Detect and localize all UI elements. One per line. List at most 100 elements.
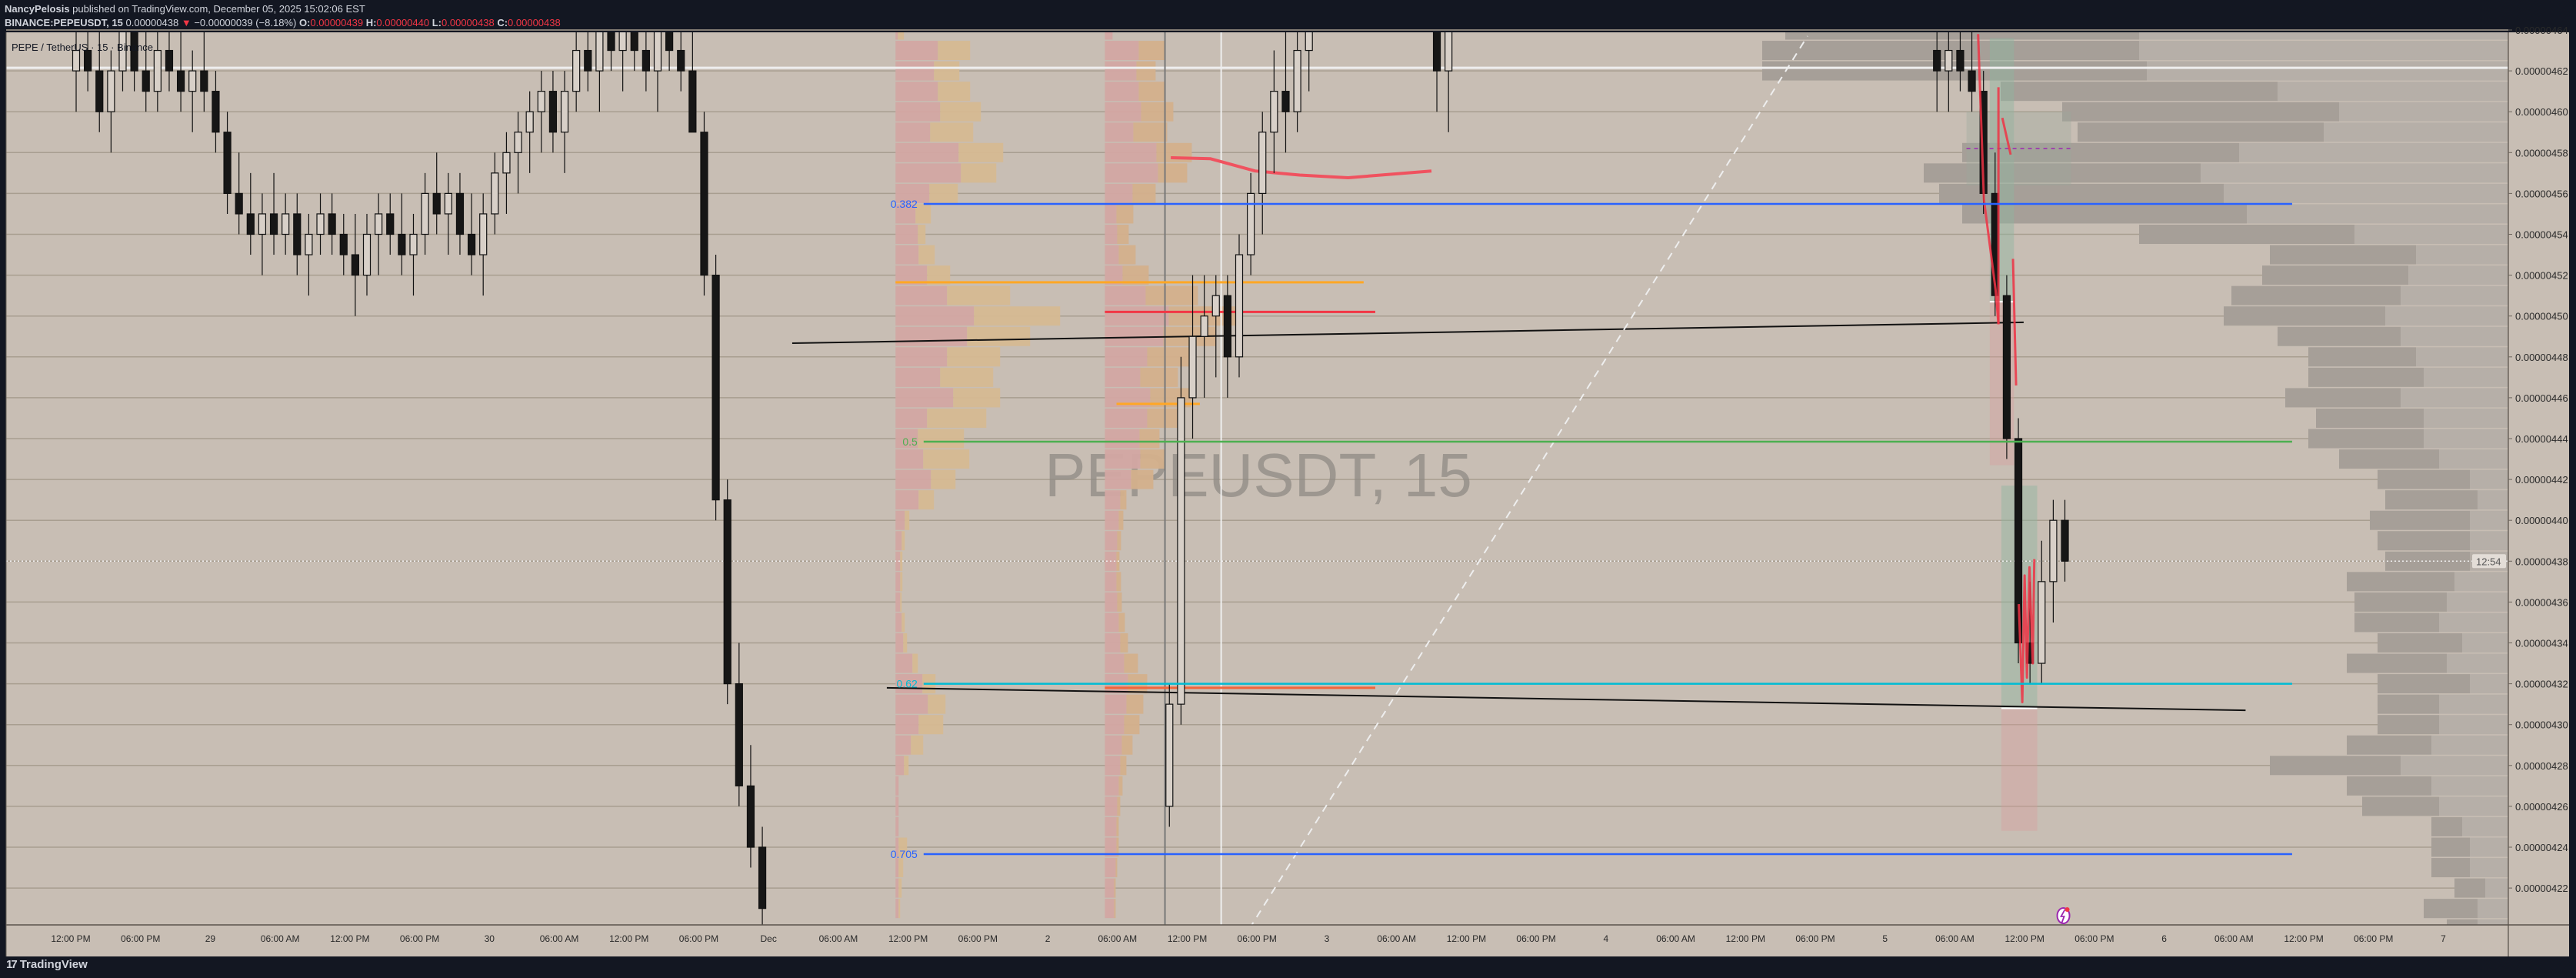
time-tick-label: 7 xyxy=(2441,933,2446,944)
time-tick-label: 06:00 AM xyxy=(819,933,858,944)
volume-profile-row xyxy=(2347,735,2431,755)
candle-down xyxy=(95,70,104,112)
candle-down xyxy=(746,785,755,848)
volume-profile-row xyxy=(1136,61,1156,81)
volume-profile-row xyxy=(1105,265,1123,285)
candle-down xyxy=(711,275,720,501)
candle-up xyxy=(618,32,627,52)
time-tick-label: 6 xyxy=(2161,933,2167,944)
volume-profile-row xyxy=(967,326,1031,346)
candle-down xyxy=(84,49,92,72)
time-tick-label: 30 xyxy=(485,933,495,944)
candle-down xyxy=(328,213,336,235)
candle-up xyxy=(72,49,81,72)
pen-strokes[interactable] xyxy=(1977,34,2036,703)
volume-profile-row xyxy=(2231,285,2401,305)
volume-profile-row xyxy=(898,32,905,40)
candle-down xyxy=(398,233,406,255)
time-tick-label: 12:00 PM xyxy=(1726,933,1765,944)
volume-profile-row xyxy=(1105,408,1148,428)
volume-profile-row xyxy=(1140,449,1165,469)
volume-profile-row xyxy=(2347,653,2447,673)
price-axis[interactable]: 0.00000464 0.00000462 0.00000460 0.00000458… xyxy=(2472,25,2568,894)
low-value: 0.00000438 xyxy=(442,17,495,28)
volume-profile-row xyxy=(2431,858,2470,878)
volume-profile-row xyxy=(1105,816,1117,836)
stop-zone-box[interactable] xyxy=(2001,708,2038,831)
candle-up xyxy=(479,213,488,255)
drawing-lines[interactable] xyxy=(6,32,2508,929)
volume-profile-row xyxy=(1139,429,1160,449)
volume-profile-row xyxy=(1105,41,1139,61)
volume-profile-row xyxy=(895,735,911,755)
volume-profile-row xyxy=(1105,694,1127,714)
volume-profile-row xyxy=(895,837,899,857)
volume-profile-row xyxy=(895,122,931,142)
candle-down xyxy=(1956,49,1964,72)
volume-profile-row xyxy=(1105,878,1115,898)
volume-profile-row xyxy=(1105,306,1169,326)
pen-stroke[interactable] xyxy=(2011,259,2018,386)
event-marker[interactable] xyxy=(2056,907,2071,924)
volume-profile-row xyxy=(2478,490,2508,510)
volume-profile-row xyxy=(1105,899,1115,919)
price-tick-label: 0.00000456 xyxy=(2515,188,2568,199)
candle-down xyxy=(548,91,558,133)
candle-up xyxy=(1445,32,1453,72)
candle-down xyxy=(386,213,395,235)
symbol-name: BINANCE:PEPEUSDT, 15 xyxy=(5,17,123,28)
volume-profile-row xyxy=(895,776,899,796)
time-tick-label: 06:00 PM xyxy=(1795,933,1835,944)
volume-profile-row xyxy=(895,510,905,530)
time-axis[interactable]: 12:00 PM 06:00 PM 29 06:00 AM 12:00 PM 06:00 … xyxy=(51,933,2446,944)
volume-profile-row xyxy=(1147,347,1190,367)
pen-stroke[interactable] xyxy=(2018,559,2036,703)
volume-profile-row xyxy=(2147,61,2508,81)
candle-up xyxy=(1177,397,1185,705)
volume-profile-row xyxy=(1120,633,1128,653)
price-tick-label: 0.00000424 xyxy=(2515,842,2568,853)
volume-profile-row xyxy=(895,82,938,102)
candle-down xyxy=(735,683,743,786)
volume-profile-row xyxy=(1105,796,1118,816)
footer-brand[interactable]: 17 TradingView xyxy=(6,958,88,971)
candle-down xyxy=(2014,438,2023,644)
volume-profile-row xyxy=(961,163,997,183)
footer-bar xyxy=(0,956,2576,978)
volume-profile-row xyxy=(901,613,905,633)
volume-profile-row xyxy=(895,142,959,162)
candle-up xyxy=(595,32,604,72)
volume-profile-row xyxy=(895,41,938,61)
candle-down xyxy=(2002,295,2011,439)
volume-profile-row xyxy=(2262,265,2408,285)
volume-profile-row xyxy=(895,633,904,653)
lightning-event-icon[interactable] xyxy=(2056,907,2071,924)
volume-profile-row xyxy=(2408,265,2508,285)
dashed-diagonal-line[interactable] xyxy=(1249,35,1808,929)
time-tick-label: 29 xyxy=(205,933,216,944)
fib-retracement[interactable]: 0.382 0.5 0.62 0.705 xyxy=(891,198,2292,860)
pen-stroke[interactable] xyxy=(2001,117,2012,155)
author-name[interactable]: NancyPelosis xyxy=(5,3,70,15)
tradingview-logo-icon: 17 xyxy=(6,958,18,971)
pen-stroke[interactable] xyxy=(1977,34,2000,325)
candle-up xyxy=(409,233,418,255)
volume-profile-row xyxy=(895,572,901,592)
trendline-upper[interactable] xyxy=(791,321,2024,345)
volume-profile-row xyxy=(2378,469,2470,489)
volume-profile-row xyxy=(895,306,975,326)
volume-profile-row xyxy=(2247,204,2508,224)
volume-profile-row xyxy=(898,878,902,898)
volume-profile-row xyxy=(2470,837,2508,857)
volume-profile-row xyxy=(2062,102,2339,122)
publish-info: NancyPelosis published on TradingView.co… xyxy=(5,3,365,15)
moving-average-curve[interactable] xyxy=(1171,155,1432,179)
volume-profile-row xyxy=(2201,163,2508,183)
price-tick-label: 0.00000436 xyxy=(2515,596,2568,608)
volume-profile-row xyxy=(918,715,944,735)
candle-up xyxy=(2049,519,2058,582)
trendline-lower[interactable] xyxy=(886,686,2246,712)
volume-profile-row xyxy=(2447,919,2478,925)
volume-profile-row xyxy=(895,756,905,776)
